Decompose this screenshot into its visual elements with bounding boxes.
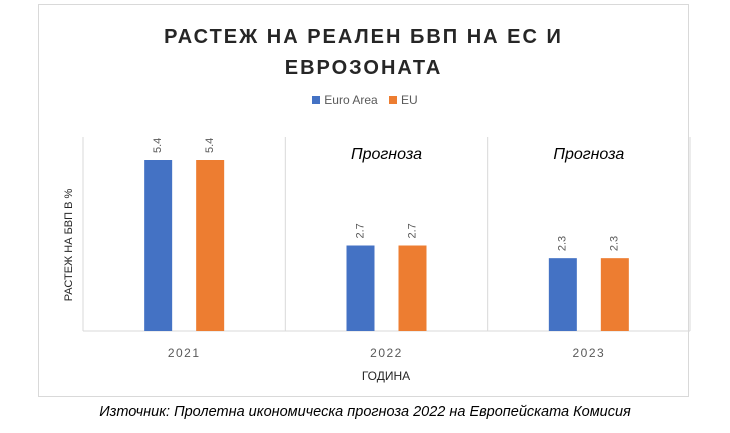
chart-frame (38, 4, 689, 397)
chart-title-line-1: РАСТЕЖ НА РЕАЛЕН БВП НА ЕС И (164, 26, 563, 48)
chart-title-line-2: ЕВРОЗОНАТА (284, 57, 443, 79)
bar-eu-2022 (398, 245, 427, 331)
legend-swatch-eu (389, 96, 398, 104)
chart-title: РАСТЕЖ НА РЕАЛЕН БВП НА ЕС И ЕВРОЗОНАТА (38, 22, 689, 84)
x-tick-label: 2021 (168, 346, 201, 360)
data-label: 2.7 (406, 223, 418, 238)
x-tick-label: 2023 (572, 346, 605, 360)
source-caption: Източник: Пролетна икономическа прогноза… (99, 404, 631, 420)
bar-euro-area-2022 (346, 245, 375, 331)
chart-legend: Euro Area EU (0, 93, 730, 107)
legend-swatch-euro-area (312, 96, 321, 104)
y-axis-title: РАСТЕЖ НА БВП В % (63, 188, 75, 301)
legend-item-euro-area: Euro Area (312, 93, 378, 107)
bar-eu-2021 (196, 160, 225, 331)
x-tick-label: 2022 (370, 346, 403, 360)
data-label: 5.4 (152, 138, 164, 153)
data-label: 5.4 (204, 138, 216, 153)
bar-eu-2023 (600, 258, 629, 331)
data-label: 2.3 (609, 236, 621, 251)
forecast-annotation: Прогноза (351, 146, 422, 163)
bar-euro-area-2023 (548, 258, 577, 331)
x-axis-title: ГОДИНА (362, 369, 410, 383)
legend-label-eu: EU (401, 93, 418, 107)
legend-label-euro-area: Euro Area (324, 93, 378, 107)
legend-item-eu: EU (389, 93, 418, 107)
forecast-annotation: Прогноза (553, 146, 624, 163)
bar-euro-area-2021 (144, 160, 173, 331)
data-label: 2.7 (354, 223, 366, 238)
data-label: 2.3 (557, 236, 569, 251)
